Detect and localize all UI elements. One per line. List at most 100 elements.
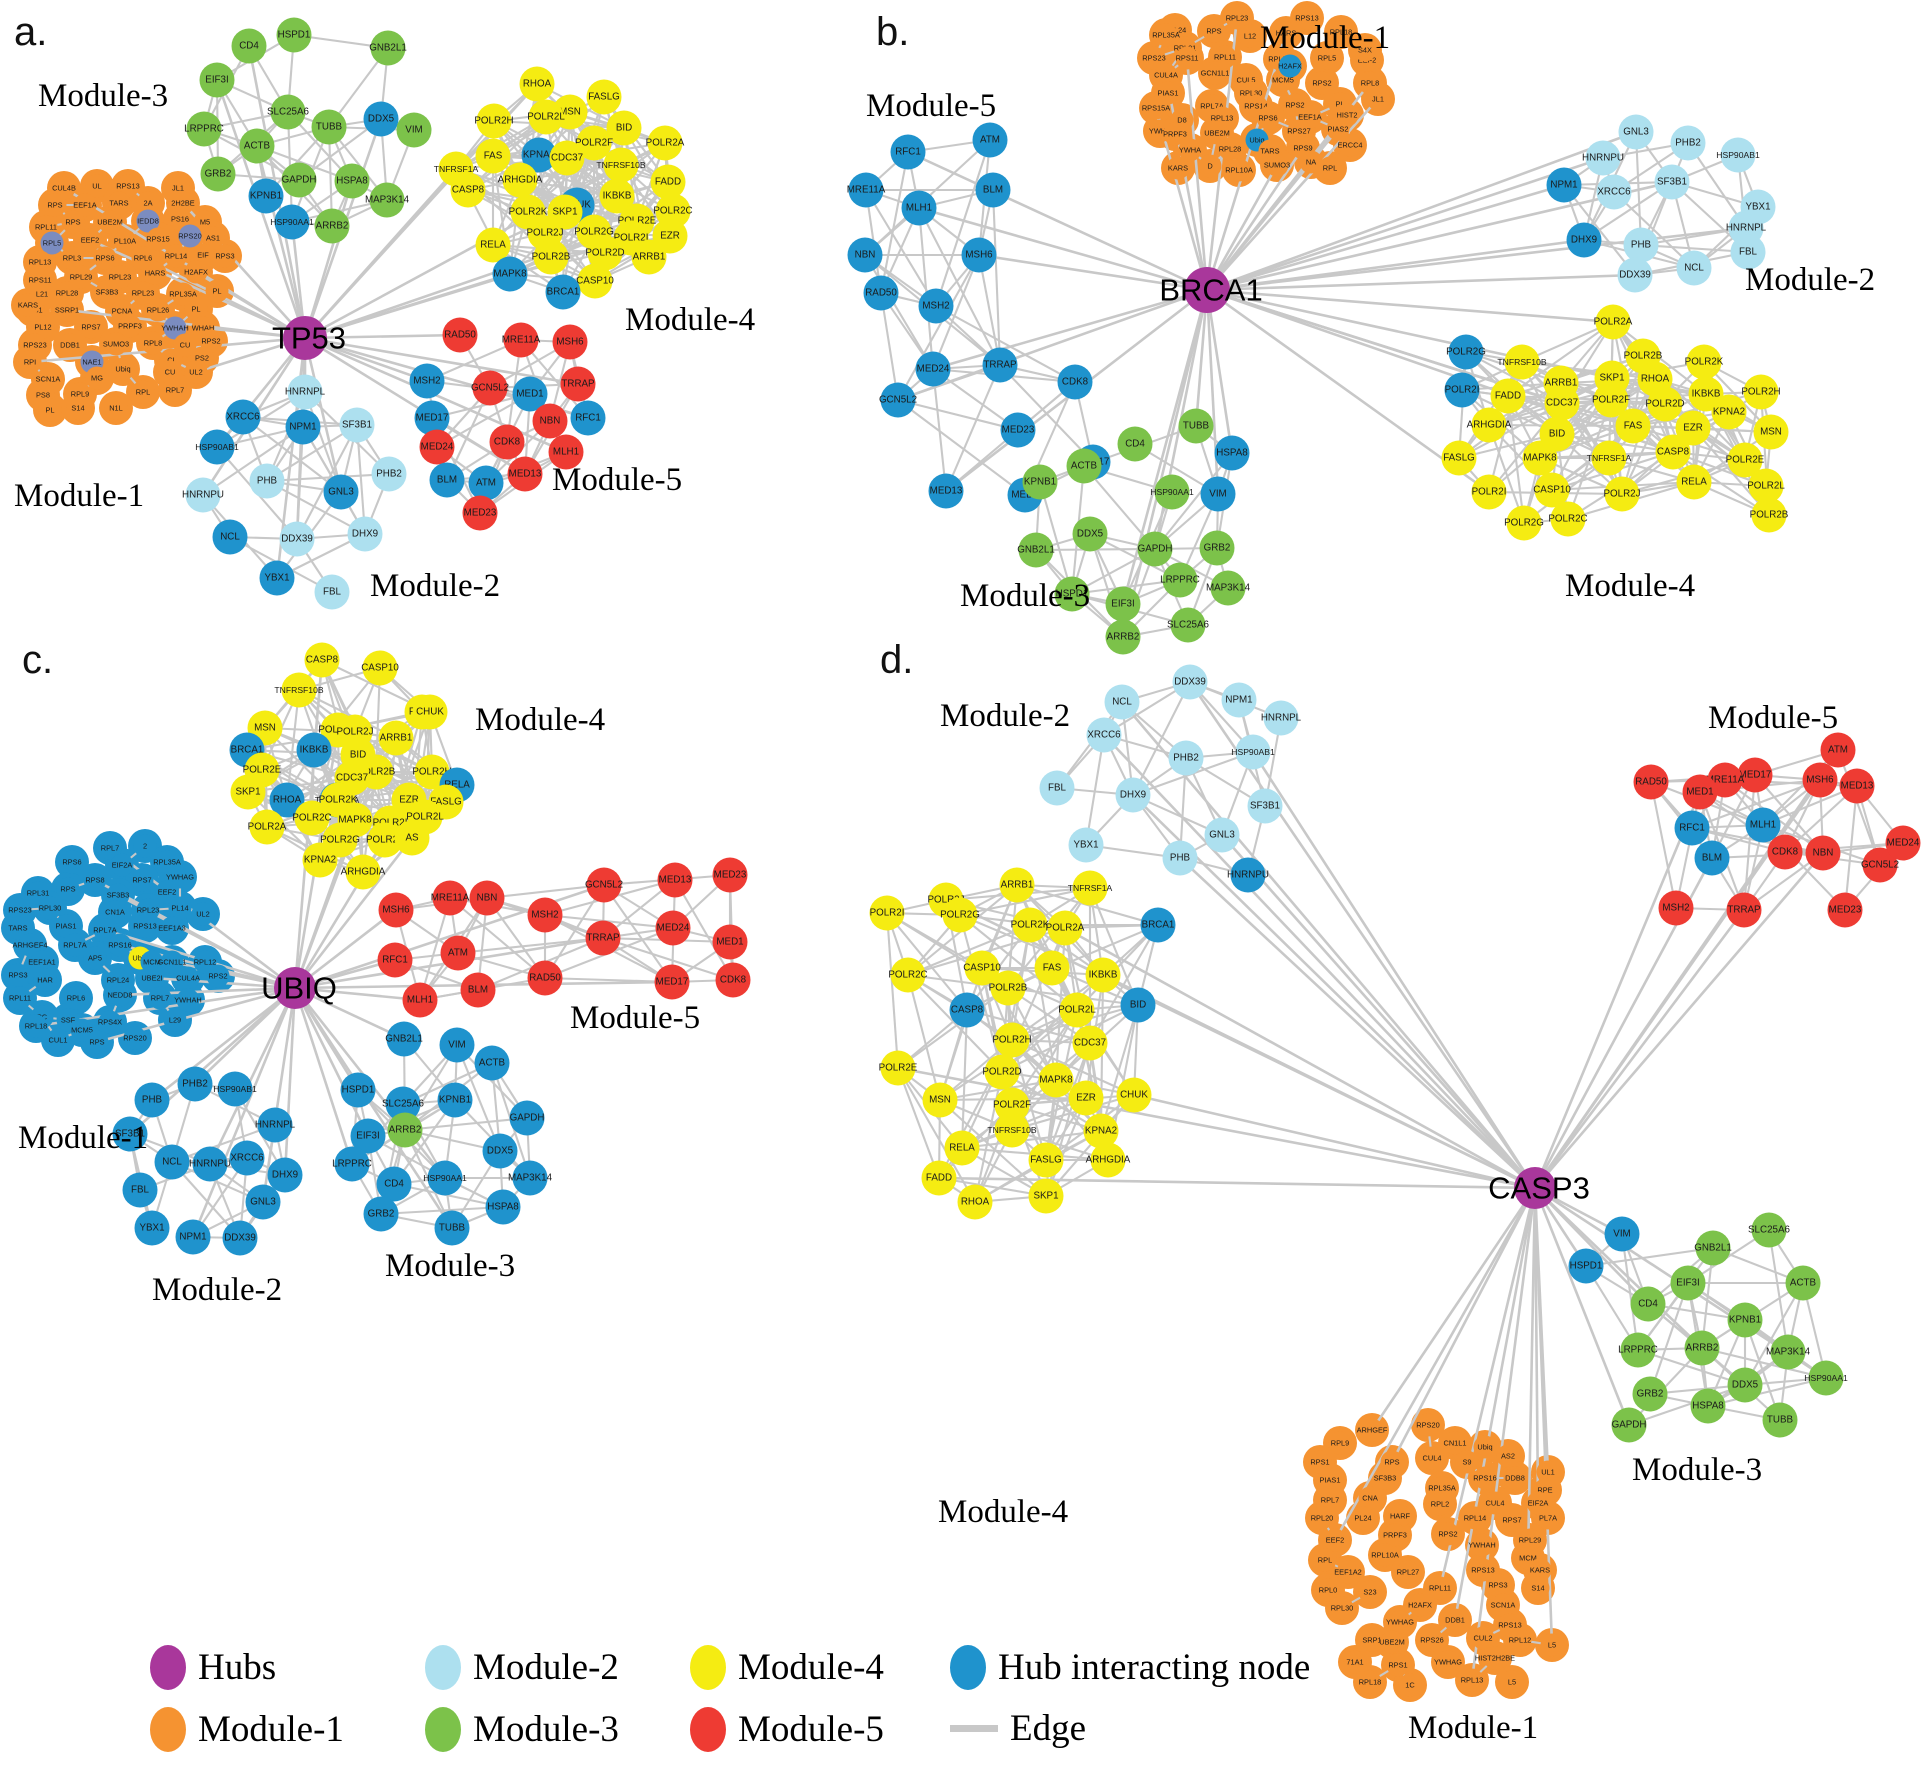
network-node[interactable]: TNFRSF10B xyxy=(1497,344,1547,380)
network-node[interactable]: MG xyxy=(85,366,109,390)
network-node[interactable]: GNL3 xyxy=(245,1184,281,1220)
node-circle[interactable] xyxy=(18,933,42,957)
node-circle[interactable] xyxy=(1007,477,1043,513)
network-node[interactable]: D8 xyxy=(1170,108,1194,132)
network-node[interactable]: RPL7A xyxy=(1200,94,1224,118)
node-circle[interactable] xyxy=(363,101,399,137)
node-circle[interactable] xyxy=(323,474,359,510)
node-circle[interactable] xyxy=(1611,1407,1647,1443)
node-circle[interactable] xyxy=(164,244,188,268)
network-node[interactable]: YWHAG xyxy=(1434,1650,1462,1674)
node-circle[interactable] xyxy=(1500,1670,1524,1694)
node-circle[interactable] xyxy=(409,363,445,399)
network-node[interactable]: RPS2 xyxy=(199,329,223,353)
node-circle[interactable] xyxy=(193,950,217,974)
node-circle[interactable] xyxy=(507,456,543,492)
hub-node[interactable]: CASP3 xyxy=(1488,1167,1590,1209)
node-circle[interactable] xyxy=(136,191,160,215)
node-circle[interactable] xyxy=(276,17,312,53)
network-node[interactable]: RPS16 xyxy=(108,933,132,957)
network-node[interactable]: RPL11 xyxy=(1428,1576,1452,1600)
node-circle[interactable] xyxy=(1066,448,1102,484)
network-node[interactable]: GNB2L1 xyxy=(369,30,407,66)
node-circle[interactable] xyxy=(337,714,373,750)
node-circle[interactable] xyxy=(1018,532,1054,568)
network-node[interactable]: GNL3 xyxy=(1204,817,1240,853)
node-circle[interactable] xyxy=(961,237,997,273)
network-node[interactable]: RPS6 xyxy=(60,850,84,874)
network-node[interactable]: GNL3 xyxy=(323,474,359,510)
network-node[interactable]: SKP1 xyxy=(230,774,266,810)
node-circle[interactable] xyxy=(1388,1610,1412,1634)
node-circle[interactable] xyxy=(385,1086,421,1122)
node-circle[interactable] xyxy=(201,226,225,250)
node-circle[interactable] xyxy=(1068,1080,1104,1116)
node-circle[interactable] xyxy=(1740,189,1776,225)
network-node[interactable]: RPL35A xyxy=(169,282,197,306)
node-circle[interactable] xyxy=(1546,167,1582,203)
node-circle[interactable] xyxy=(1085,957,1121,993)
node-circle[interactable] xyxy=(334,163,370,199)
node-circle[interactable] xyxy=(1585,140,1621,176)
network-node[interactable]: CHUK xyxy=(559,187,595,223)
network-node[interactable]: CNA xyxy=(1358,1486,1382,1510)
network-node[interactable]: FAS xyxy=(475,138,511,174)
node-circle[interactable] xyxy=(1120,987,1156,1023)
node-circle[interactable] xyxy=(304,642,340,678)
network-node[interactable]: ARHGEF xyxy=(1357,1418,1388,1442)
node-circle[interactable] xyxy=(1038,1062,1074,1098)
node-circle[interactable] xyxy=(1805,835,1841,871)
node-circle[interactable] xyxy=(489,424,525,460)
node-circle[interactable] xyxy=(1199,530,1235,566)
network-node[interactable]: RPS xyxy=(56,877,80,901)
network-node[interactable]: AS xyxy=(394,820,430,856)
node-circle[interactable] xyxy=(146,298,170,322)
node-circle[interactable] xyxy=(70,1018,94,1042)
node-circle[interactable] xyxy=(1839,768,1875,804)
node-circle[interactable] xyxy=(222,1220,258,1256)
network-node[interactable]: RPL7 xyxy=(163,378,187,402)
network-node[interactable]: RPL xyxy=(1313,1548,1337,1572)
node-circle[interactable] xyxy=(512,1160,548,1196)
network-node[interactable]: POLR2D xyxy=(585,235,625,271)
network-node[interactable]: MSH2 xyxy=(1658,890,1694,926)
node-circle[interactable] xyxy=(396,112,432,148)
node-circle[interactable] xyxy=(1618,114,1654,150)
network-node[interactable]: L29 xyxy=(163,1008,187,1032)
network-node[interactable]: ARRB1 xyxy=(999,867,1035,903)
network-node[interactable]: YWHAH xyxy=(161,316,189,340)
node-circle[interactable] xyxy=(890,134,926,170)
network-node[interactable]: EIF2A xyxy=(110,853,134,877)
network-node[interactable]: RPS27 xyxy=(1287,119,1311,143)
network-node[interactable]: RPL23 xyxy=(131,281,155,305)
node-circle[interactable] xyxy=(585,920,621,956)
node-circle[interactable] xyxy=(104,332,128,356)
network-node[interactable]: MED1 xyxy=(1007,477,1043,513)
network-node[interactable]: MLH1 xyxy=(402,982,438,1018)
network-node[interactable]: SLC25A6 xyxy=(1167,607,1210,643)
node-circle[interactable] xyxy=(1396,1560,1420,1584)
network-node[interactable]: RPL18 xyxy=(1358,1670,1382,1694)
node-circle[interactable] xyxy=(69,265,93,289)
node-circle[interactable] xyxy=(1204,817,1240,853)
node-circle[interactable] xyxy=(631,239,667,275)
node-circle[interactable] xyxy=(296,732,332,768)
network-node[interactable]: RELA xyxy=(944,1130,980,1166)
node-circle[interactable] xyxy=(68,382,92,406)
node-circle[interactable] xyxy=(1388,1504,1412,1528)
node-circle[interactable] xyxy=(1544,385,1580,421)
network-node[interactable]: POLR2L xyxy=(1747,468,1785,504)
network-node[interactable]: GCN5L2 xyxy=(585,867,623,903)
node-circle[interactable] xyxy=(154,1144,190,1180)
node-circle[interactable] xyxy=(281,672,317,708)
network-node[interactable]: NBN xyxy=(469,880,505,916)
network-node[interactable]: PRPF3 xyxy=(118,314,142,338)
node-circle[interactable] xyxy=(1448,334,1484,370)
node-circle[interactable] xyxy=(148,986,172,1010)
network-node[interactable]: POLR2K xyxy=(1011,907,1050,943)
node-circle[interactable] xyxy=(334,760,370,796)
network-node[interactable]: RPS xyxy=(85,1030,109,1054)
network-node[interactable]: IKBKB xyxy=(599,178,635,214)
network-node[interactable]: POLR2K xyxy=(509,194,548,230)
network-node[interactable]: POLR2J xyxy=(336,714,374,750)
